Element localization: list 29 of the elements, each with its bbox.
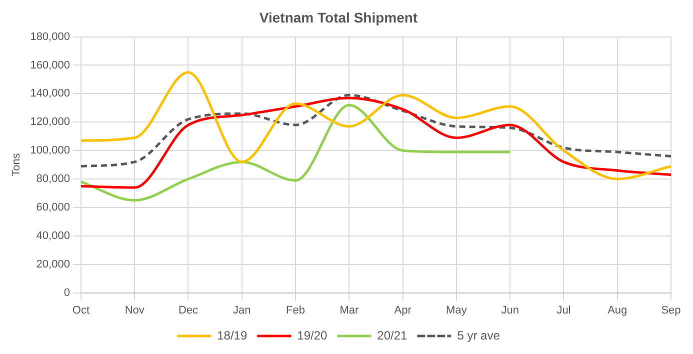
- x-tick-label: Mar: [340, 304, 359, 316]
- y-tick-label: 120,000: [30, 116, 70, 128]
- y-axis-title: Tons: [10, 152, 23, 176]
- line-series: [80, 104, 512, 202]
- x-tick-label: Jun: [501, 304, 519, 316]
- y-tick-label: 40,000: [36, 230, 70, 242]
- y-tick-label: 80,000: [36, 173, 70, 186]
- chart-title: Vietnam Total Shipment: [259, 9, 418, 26]
- y-tick-label: 20,000: [36, 258, 70, 270]
- x-tick-label: Aug: [608, 304, 628, 316]
- x-tick-label: Jul: [556, 304, 571, 316]
- x-tick-label: Jan: [233, 304, 251, 316]
- y-tick-label: 100,000: [30, 144, 70, 157]
- y-tick-label: 140,000: [30, 88, 70, 100]
- legend-label: 5 yr ave: [457, 328, 500, 342]
- legend-label: 18/19: [217, 328, 248, 342]
- x-tick-label: Dec: [178, 304, 199, 316]
- x-tick-label: May: [446, 304, 468, 316]
- y-tick-label: 0: [64, 286, 70, 299]
- x-tick-label: Nov: [124, 304, 145, 316]
- legend-label: 19/20: [297, 328, 328, 342]
- y-tick-label: 60,000: [36, 202, 70, 214]
- x-tick-label: Oct: [72, 304, 90, 316]
- y-tick-label: 160,000: [30, 59, 70, 72]
- y-tick-label: 180,000: [30, 30, 70, 43]
- legend-label: 20/21: [377, 328, 408, 342]
- x-tick-label: Apr: [394, 304, 412, 316]
- x-tick-label: Feb: [286, 304, 306, 316]
- x-tick-label: Sep: [661, 304, 681, 316]
